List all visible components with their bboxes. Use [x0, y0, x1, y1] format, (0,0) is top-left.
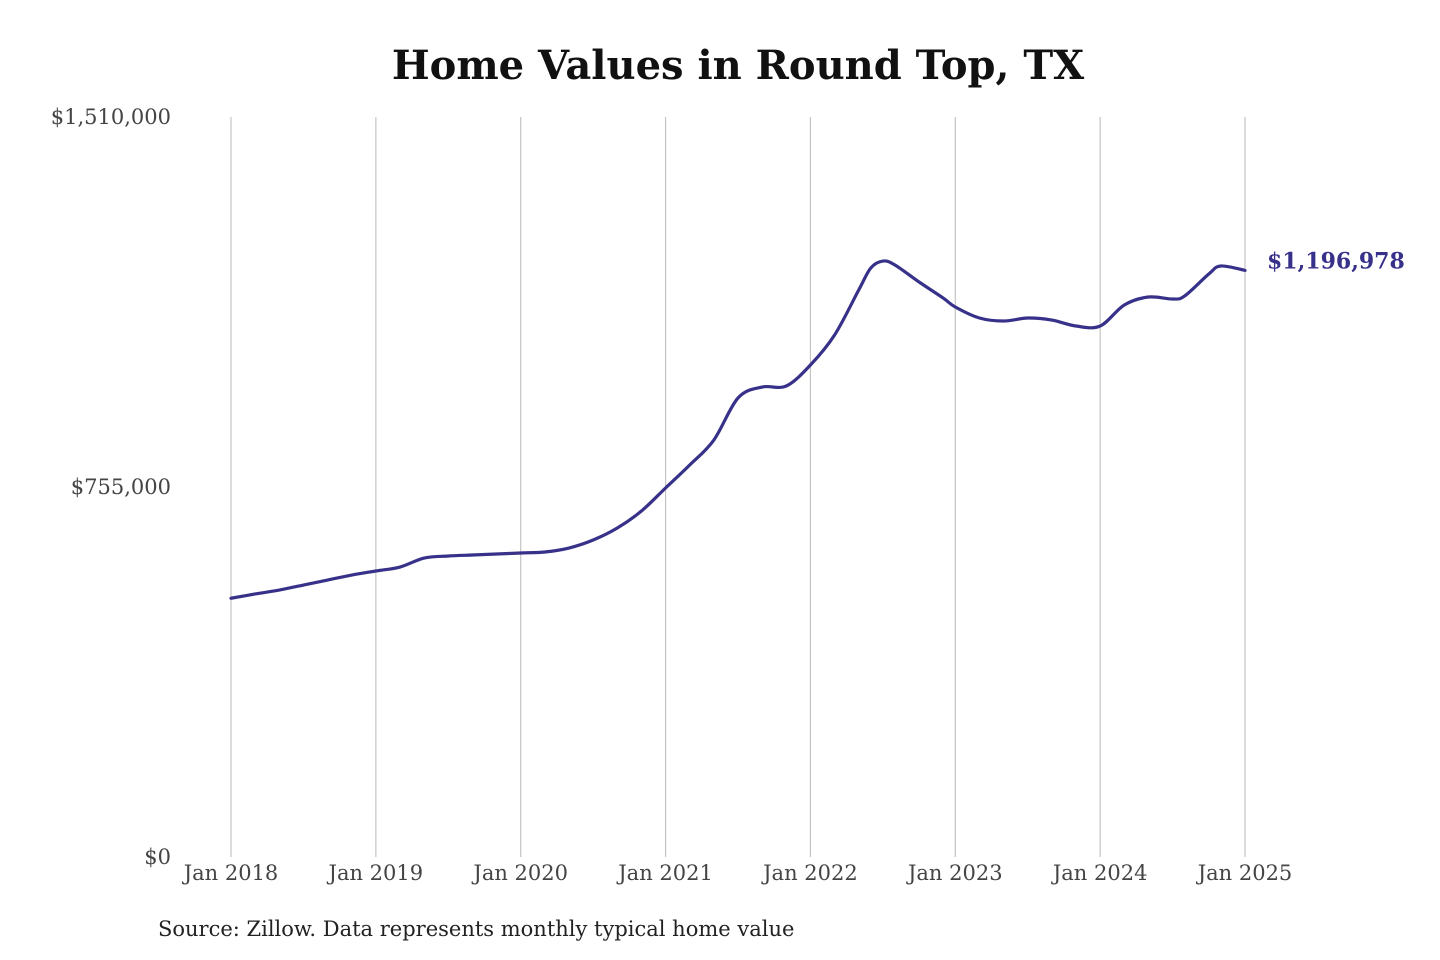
- series-line: [229, 259, 1247, 600]
- y-tick-label: $0: [144, 845, 171, 869]
- y-tick-label: $755,000: [71, 475, 171, 499]
- y-tick-label: $1,510,000: [51, 105, 171, 129]
- x-tick-label: Jan 2020: [471, 861, 568, 885]
- x-tick-label: Jan 2022: [761, 861, 858, 885]
- end-value-label: $1,196,978: [1267, 248, 1405, 274]
- chart-title: Home Values in Round Top, TX: [391, 42, 1085, 89]
- x-tick-label: Jan 2023: [906, 861, 1003, 885]
- source-note: Source: Zillow. Data represents monthly …: [158, 917, 795, 941]
- x-tick-label: Jan 2019: [327, 861, 424, 885]
- x-tick-label: Jan 2024: [1051, 861, 1148, 885]
- x-tick-label: Jan 2021: [616, 861, 713, 885]
- x-tick-label: Jan 2025: [1196, 861, 1293, 885]
- x-tick-label: Jan 2018: [182, 861, 279, 885]
